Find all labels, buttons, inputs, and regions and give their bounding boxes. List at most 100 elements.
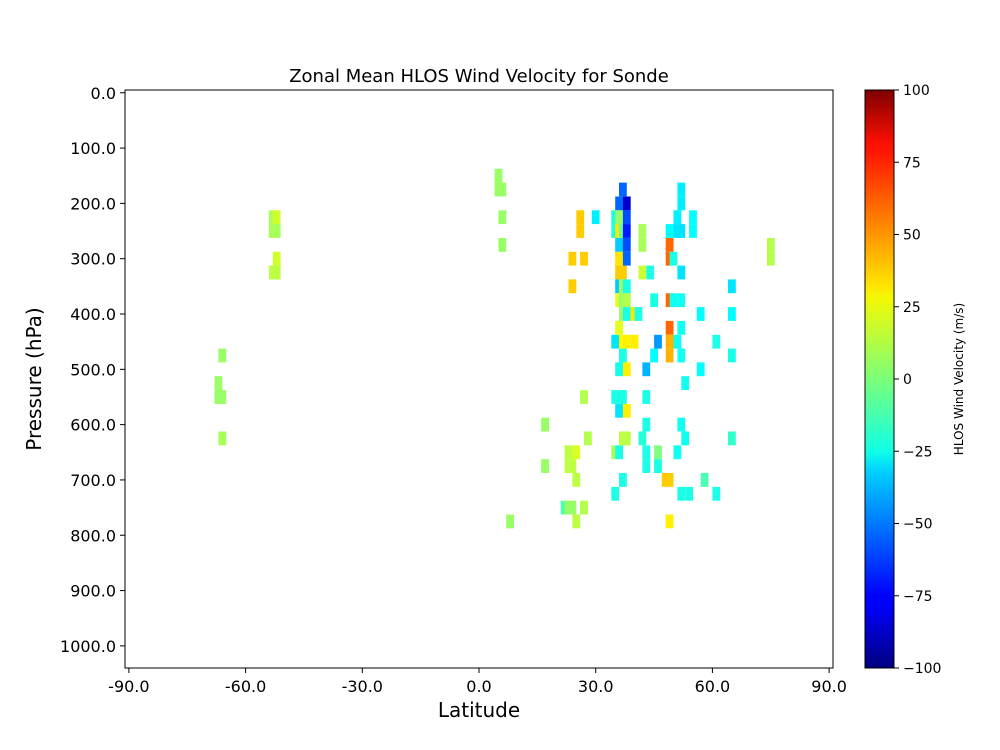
heatmap-cell <box>700 473 709 487</box>
heatmap-cell <box>712 486 721 501</box>
colorbar-tick-label: 100 <box>903 83 930 99</box>
heatmap-cell <box>622 431 631 446</box>
heatmap-cell <box>638 431 647 446</box>
heatmap-cell <box>272 210 281 225</box>
heatmap-cell <box>622 196 631 211</box>
heatmap-cell <box>584 431 592 446</box>
y-tick-label: 0.0 <box>91 84 116 103</box>
heatmap-cell <box>611 210 620 225</box>
heatmap-cell <box>622 251 631 266</box>
heatmap-cell <box>591 210 600 225</box>
x-tick-label: -90.0 <box>108 677 149 696</box>
heatmap-cell <box>696 362 705 377</box>
heatmap-cell <box>677 182 686 197</box>
heatmap-cell <box>677 196 686 211</box>
heatmap-cell <box>506 514 514 529</box>
heatmap-cell <box>498 210 507 225</box>
heatmap-cell <box>611 224 620 238</box>
heatmap-cell <box>665 224 674 238</box>
x-axis-label: Latitude <box>438 698 520 722</box>
heatmap-cell <box>642 417 651 432</box>
heatmap-cell <box>498 238 507 252</box>
heatmap-cell <box>218 348 227 363</box>
heatmap-cell <box>622 362 631 377</box>
heatmap-cell <box>572 473 581 487</box>
heatmap-cell <box>677 293 686 308</box>
colorbar-tick-label: 25 <box>903 300 921 316</box>
heatmap-cell <box>622 334 631 349</box>
heatmap-cell <box>654 445 662 460</box>
heatmap-cell <box>642 390 651 404</box>
heatmap-cell <box>622 293 631 308</box>
heatmap-cell <box>766 238 775 252</box>
heatmap-cell <box>677 417 686 432</box>
heatmap-cell <box>568 500 577 515</box>
heatmap-cell <box>638 224 647 238</box>
heatmap-cell <box>272 251 281 266</box>
heatmap-cell <box>568 459 577 473</box>
heatmap-cell <box>622 403 631 418</box>
y-tick-label: 700.0 <box>70 471 116 490</box>
heatmap-cell <box>696 307 705 321</box>
y-tick-label: 500.0 <box>70 360 116 379</box>
heatmap-cell <box>634 307 643 321</box>
heatmap-cell <box>619 182 627 197</box>
heatmap-cell <box>218 390 227 404</box>
heatmap-cell <box>576 224 585 238</box>
heatmap-cell <box>665 238 674 252</box>
colorbar-tick-label: −50 <box>903 517 933 533</box>
heatmap-cell <box>728 279 736 294</box>
heatmap-cell <box>728 348 736 363</box>
heatmap-cell <box>272 265 281 280</box>
heatmap-cell <box>568 251 577 266</box>
x-tick-label: 30.0 <box>578 677 614 696</box>
heatmap-cells <box>214 168 775 529</box>
heatmap-cell <box>685 486 693 501</box>
heatmap-cell <box>622 224 631 238</box>
heatmap-cell <box>498 182 507 197</box>
heatmap-cell <box>669 293 678 308</box>
heatmap-cell <box>619 348 627 363</box>
heatmap-cell <box>728 307 736 321</box>
colorbar-tick-label: 0 <box>903 372 912 388</box>
heatmap-cell <box>619 265 627 280</box>
heatmap-cell <box>665 473 674 487</box>
heatmap-cell <box>576 210 585 225</box>
heatmap-cell <box>611 445 620 460</box>
heatmap-cell <box>615 445 623 460</box>
heatmap-cell <box>654 334 662 349</box>
x-tick-label: -60.0 <box>225 677 266 696</box>
colorbar-tick-label: −25 <box>903 444 933 460</box>
heatmap-cell <box>564 445 573 460</box>
chart-title: Zonal Mean HLOS Wind Velocity for Sonde <box>289 66 669 87</box>
heatmap-cell <box>669 251 678 266</box>
y-axis-ticks: 0.0 100.0 200.0 300.0 400.0 500.0 600.0 700.0 80… <box>60 84 125 656</box>
heatmap-cell <box>568 279 577 294</box>
y-tick-label: 900.0 <box>70 582 116 601</box>
heatmap-cell <box>689 224 697 238</box>
heatmap-cell <box>665 348 674 363</box>
heatmap-cell <box>728 431 736 446</box>
heatmap-cell <box>580 390 588 404</box>
heatmap-cell <box>654 459 662 473</box>
heatmap-cell <box>622 279 631 294</box>
heatmap-cell <box>642 459 651 473</box>
x-tick-label: 0.0 <box>466 677 491 696</box>
heatmap-cell <box>622 238 631 252</box>
y-tick-label: 600.0 <box>70 416 116 435</box>
y-tick-label: 100.0 <box>70 139 116 158</box>
heatmap-cell <box>611 390 620 404</box>
heatmap-cell <box>619 473 627 487</box>
heatmap-cell <box>622 307 631 321</box>
heatmap-cell <box>712 334 721 349</box>
colorbar-label: HLOS Wind Velocity (m/s) <box>952 303 966 455</box>
heatmap-cell <box>650 348 658 363</box>
x-tick-label: 60.0 <box>695 677 731 696</box>
y-tick-label: 300.0 <box>70 250 116 269</box>
y-axis-label: Pressure (hPa) <box>22 307 46 450</box>
heatmap-cell <box>541 459 549 473</box>
heatmap-cell <box>665 334 674 349</box>
heatmap-cell <box>615 403 623 418</box>
heatmap-cell <box>677 265 686 280</box>
